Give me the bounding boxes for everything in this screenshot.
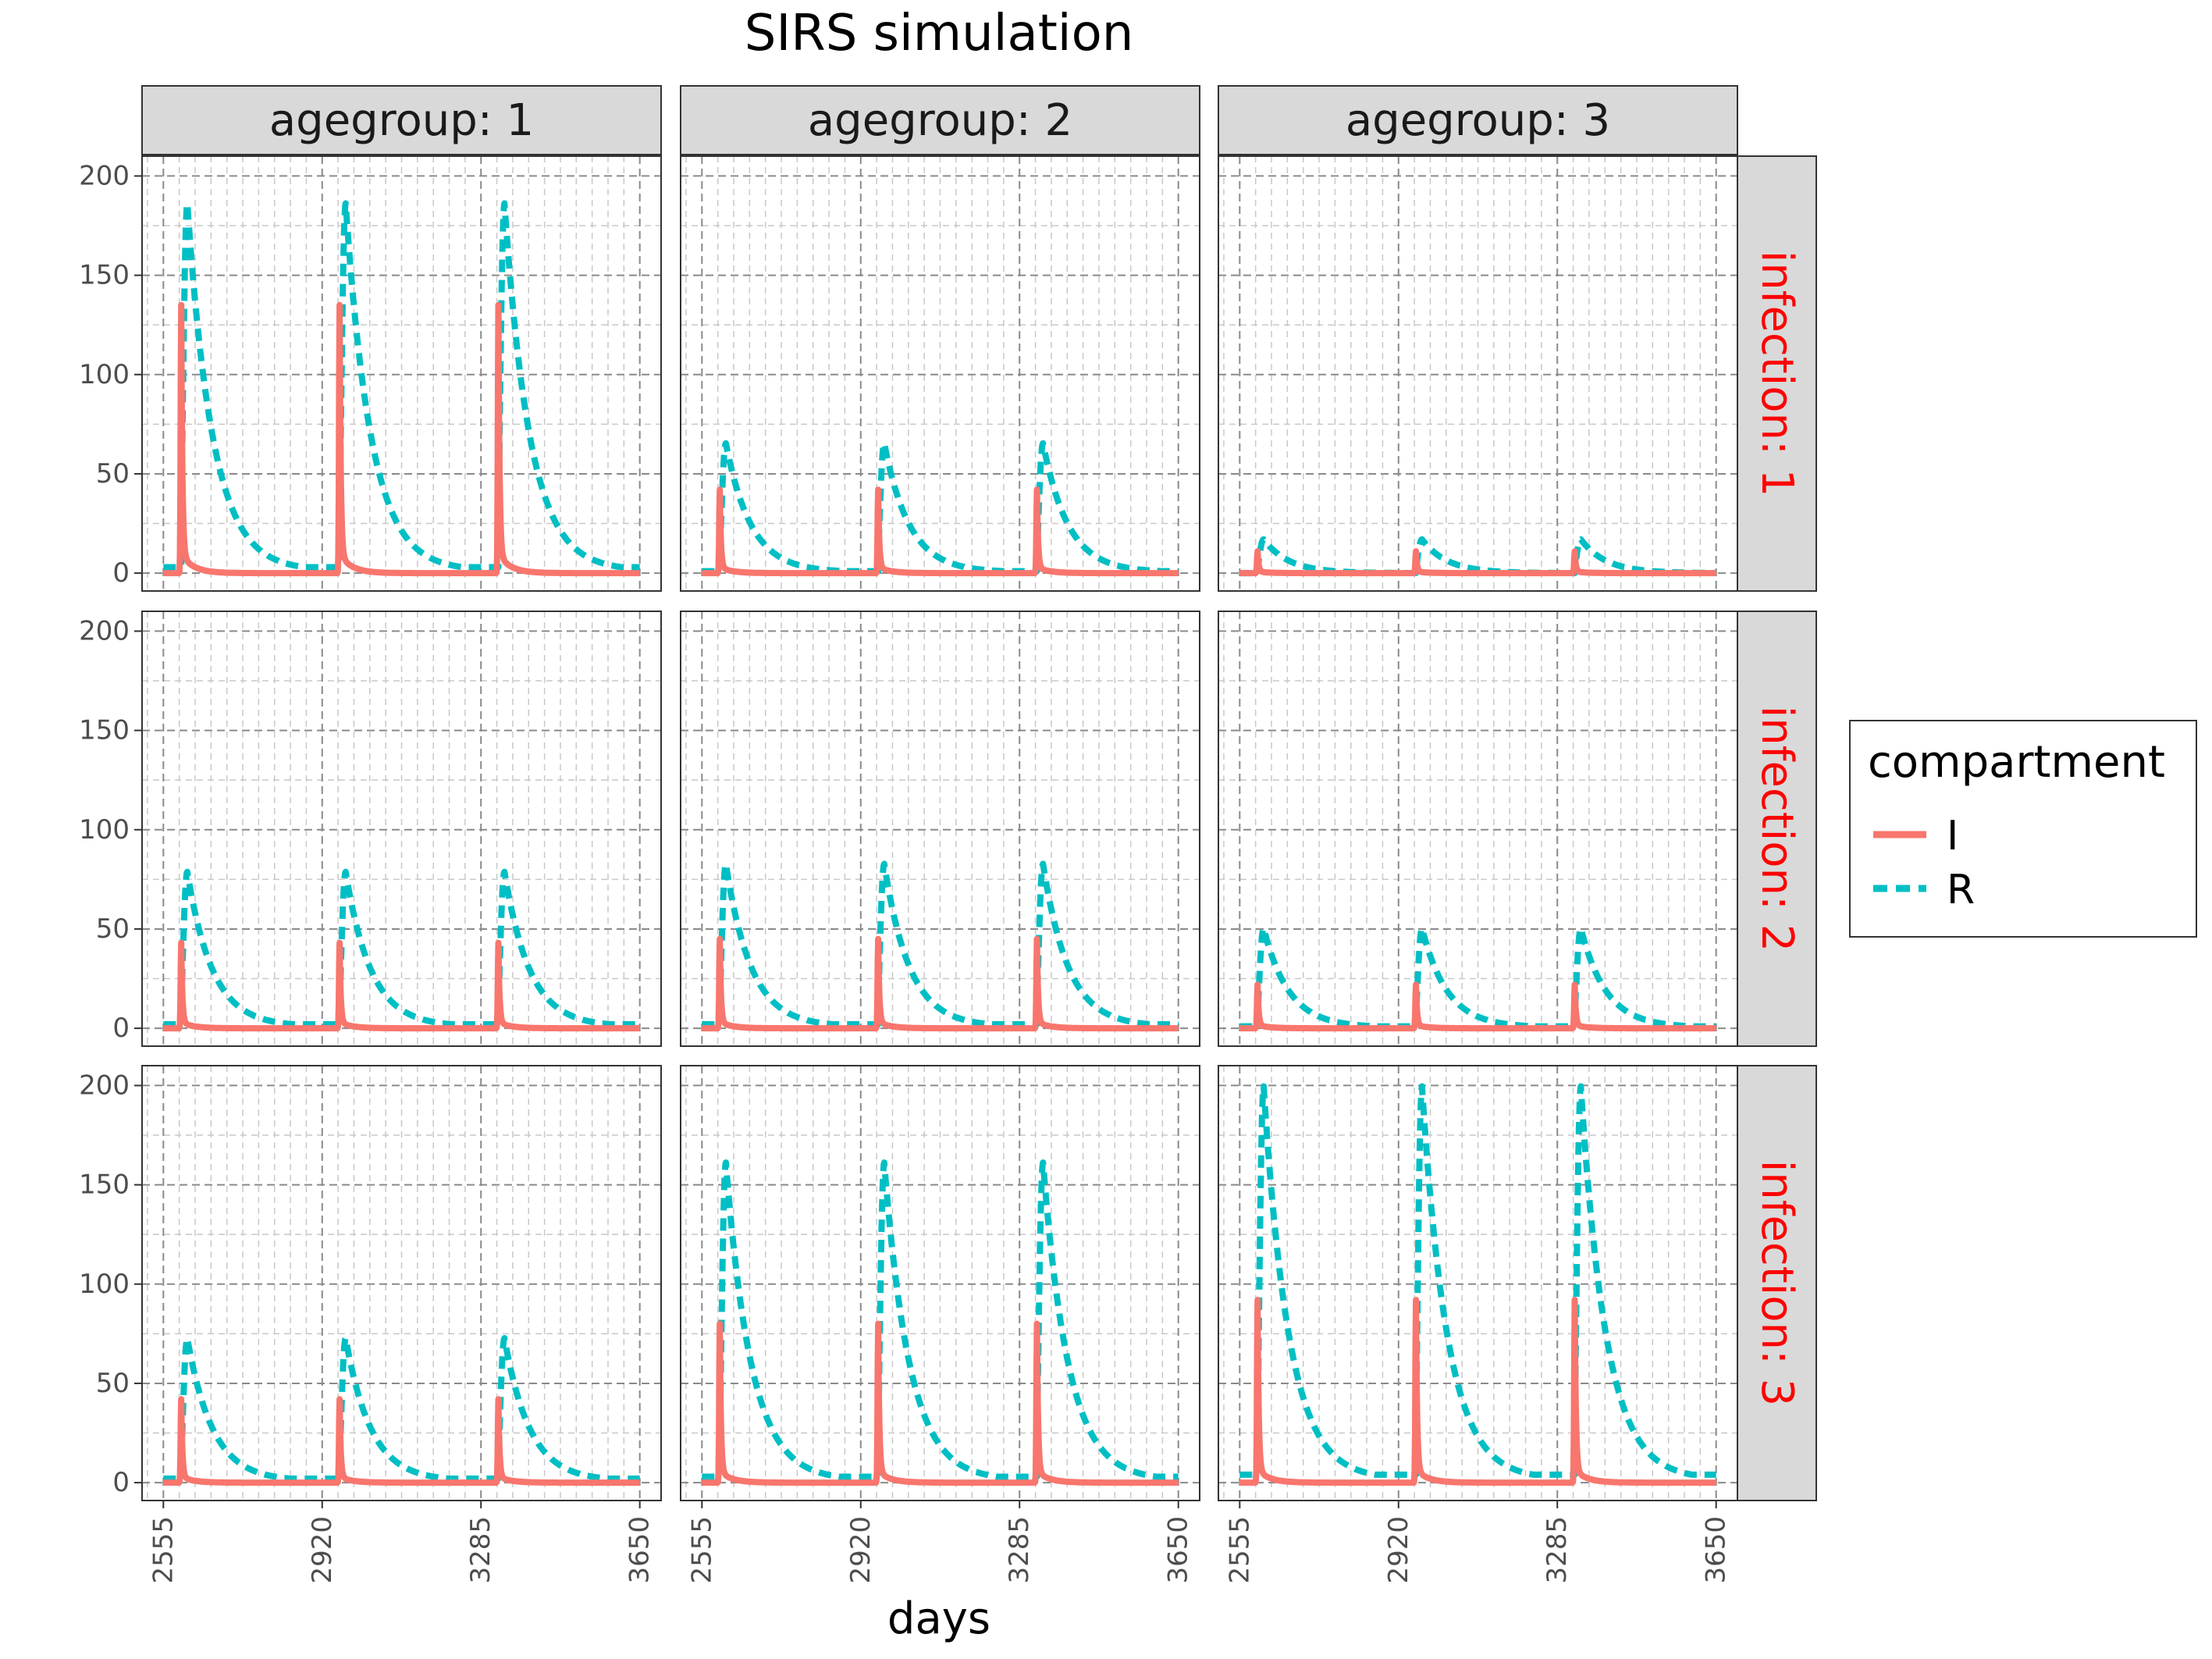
x-tick-label: 3650: [1701, 1516, 1732, 1584]
row-strip: [1737, 155, 1817, 592]
x-tick-label: 3285: [1004, 1516, 1035, 1584]
y-tick-label: 0: [112, 557, 130, 589]
panel-border: [680, 1065, 1200, 1501]
panel-border: [680, 155, 1200, 592]
y-tick-label: 150: [79, 715, 130, 746]
panel-background: [142, 1066, 661, 1501]
series-r-line: [1236, 536, 1719, 577]
row-strip: [1737, 611, 1817, 1047]
panels-layer: [141, 155, 1738, 1501]
panel-border: [680, 611, 1200, 1047]
x-tick-label: 2920: [307, 1516, 338, 1584]
series-r-line: [160, 200, 643, 571]
y-tick-label: 200: [79, 1070, 130, 1101]
col-strip: [141, 85, 662, 155]
x-tick-label: 3650: [1163, 1516, 1194, 1584]
panel-background: [1218, 611, 1737, 1046]
series-r-line: [1236, 924, 1719, 1030]
panel-r3-c2: [680, 1065, 1200, 1501]
series-r-line: [1236, 1083, 1719, 1478]
series-i-line: [699, 935, 1182, 1032]
y-tick-label: 0: [112, 1013, 130, 1044]
y-tick-label: 100: [79, 814, 130, 846]
x-tick-label: 2920: [845, 1516, 877, 1584]
panel-r1-c1: [141, 155, 662, 592]
x-axis-title: days: [887, 1593, 990, 1644]
panel-background: [1218, 156, 1737, 591]
series-i-line: [160, 1396, 643, 1486]
legend-box: [1849, 720, 2197, 938]
axes: 0 50 100 150 200 0 50 100 150 200 0 50 100 150 200 2555…: [79, 160, 1732, 1583]
row-strip: [1737, 1065, 1817, 1501]
legend: compartment I R: [1849, 720, 2197, 938]
y-tick-label: 100: [79, 359, 130, 390]
series-i-line: [160, 301, 643, 577]
y-tick-label: 50: [96, 1368, 130, 1399]
chart-title: SIRS simulation: [745, 5, 1134, 62]
panel-border: [141, 611, 662, 1047]
panel-border: [141, 155, 662, 592]
col-strip-label: agegroup: 1: [269, 95, 534, 146]
y-tick-label: 150: [79, 260, 130, 291]
panel-background: [1218, 1066, 1737, 1501]
x-tick-label: 3285: [1542, 1516, 1573, 1584]
series-r-line: [699, 440, 1182, 575]
panel-r2-c1: [141, 611, 662, 1047]
y-tick-label: 150: [79, 1169, 130, 1201]
y-tick-label: 50: [96, 913, 130, 945]
row-strip-label: infection: 3: [1751, 1160, 1802, 1407]
series-i-line: [160, 939, 643, 1032]
col-strip: [1218, 85, 1738, 155]
legend-label-r: R: [1947, 867, 1975, 913]
panel-border: [141, 1065, 662, 1501]
x-tick-label: 2555: [1224, 1516, 1255, 1584]
y-tick-label: 200: [79, 615, 130, 646]
x-tick-label: 2555: [148, 1516, 179, 1584]
panel-r1-c2: [680, 155, 1200, 592]
series-r-line: [699, 860, 1182, 1027]
panel-r3-c1: [141, 1065, 662, 1501]
panel-r2-c3: [1218, 611, 1738, 1047]
y-tick-label: 200: [79, 160, 130, 191]
y-tick-label: 0: [112, 1467, 130, 1498]
col-strip-label: agegroup: 2: [808, 95, 1072, 146]
series-i-line: [699, 1320, 1182, 1486]
col-strip: [680, 85, 1200, 155]
panel-background: [681, 1066, 1200, 1501]
facet-strips: agegroup: 1 agegroup: 2 agegroup: 3 infecti…: [141, 85, 1817, 1501]
series-i-line: [1236, 981, 1719, 1032]
x-tick-label: 3650: [624, 1516, 656, 1584]
y-tick-label: 100: [79, 1269, 130, 1300]
x-tick-label: 2555: [686, 1516, 717, 1584]
panel-r2-c2: [680, 611, 1200, 1047]
x-tick-label: 3285: [465, 1516, 496, 1584]
series-i-line: [1236, 1297, 1719, 1486]
col-strip-label: agegroup: 3: [1346, 95, 1610, 146]
panel-background: [142, 156, 661, 591]
y-tick-label: 50: [96, 458, 130, 490]
panel-background: [681, 611, 1200, 1046]
legend-label-i: I: [1947, 813, 1958, 860]
x-tick-label: 2920: [1383, 1516, 1414, 1584]
series-i-line: [1236, 548, 1719, 577]
legend-title: compartment: [1868, 737, 2165, 788]
panel-r3-c3: [1218, 1065, 1738, 1501]
panel-background: [681, 156, 1200, 591]
row-strip-label: infection: 2: [1751, 706, 1802, 952]
series-i-line: [699, 486, 1182, 577]
series-r-line: [160, 1335, 643, 1482]
panel-r1-c3: [1218, 155, 1738, 592]
row-strip-label: infection: 1: [1751, 251, 1802, 497]
